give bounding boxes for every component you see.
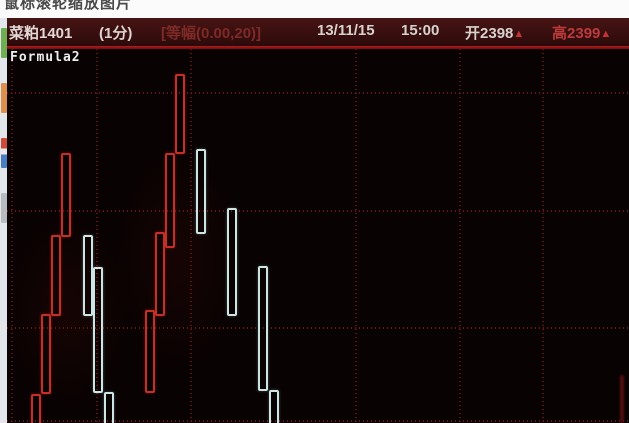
gridline-vertical [542, 49, 544, 423]
gridline-vertical [96, 49, 98, 423]
orange-thumbnail[interactable] [1, 83, 7, 113]
multicolor-thumbnail[interactable] [1, 138, 7, 168]
bar-date: 13/11/15 [317, 22, 375, 39]
left-thumbnail-strip[interactable] [0, 18, 7, 423]
chart-titlebar: 菜粕1401 (1分) [等幅(0.00,20)] 13/11/15 15:00… [7, 18, 629, 46]
candle-up [165, 153, 175, 248]
gridline-vertical [11, 49, 13, 423]
candle-up [51, 235, 61, 316]
candle-down [258, 266, 268, 391]
page-caption-text: 鼠标滚轮缩放图片 [4, 0, 133, 12]
candle-up [61, 153, 71, 237]
candle-up [175, 74, 185, 154]
titlebar-divider [0, 46, 629, 49]
gray-thumbnail[interactable] [1, 193, 7, 223]
gridline-horizontal [7, 327, 629, 329]
bar-time: 15:00 [401, 22, 440, 39]
candle-up [41, 314, 51, 394]
gridline-horizontal [7, 92, 629, 94]
candle-down [196, 149, 206, 234]
page-caption-strip: 鼠标滚轮缩放图片 [0, 0, 629, 18]
formula-pane-label: Formula2 [10, 50, 81, 65]
gridline-vertical [190, 49, 192, 423]
open-value: 2398 [480, 25, 514, 42]
candle-down [93, 267, 103, 393]
high-up-arrow-icon: ▲ [600, 28, 612, 40]
candle-down [104, 392, 114, 423]
open-quote: 开2398▲ [465, 22, 524, 43]
open-label: 开 [465, 25, 481, 42]
high-value: 2399 [567, 25, 601, 42]
high-label: 高 [552, 25, 568, 42]
candle-down [227, 208, 237, 316]
open-up-arrow-icon: ▲ [513, 28, 525, 40]
green-thumbnail[interactable] [1, 28, 7, 58]
right-edge-partial-bar [620, 375, 624, 423]
symbol-name: 菜粕1401 [9, 25, 73, 42]
gridline-vertical [355, 49, 357, 423]
gridline-horizontal [7, 210, 629, 212]
period-label: (1分) [99, 25, 133, 42]
candle-up [155, 232, 165, 316]
candle-up [145, 310, 155, 393]
gridline-vertical [459, 49, 461, 423]
candle-up [31, 394, 41, 423]
candle-down [83, 235, 93, 316]
candlestick-chart[interactable]: Formula2 [7, 49, 629, 423]
gridline-horizontal [7, 420, 629, 422]
high-quote: 高2399▲ [552, 22, 611, 43]
scale-mode-label: [等幅(0.00,20)] [161, 25, 262, 42]
candle-down [269, 390, 279, 423]
